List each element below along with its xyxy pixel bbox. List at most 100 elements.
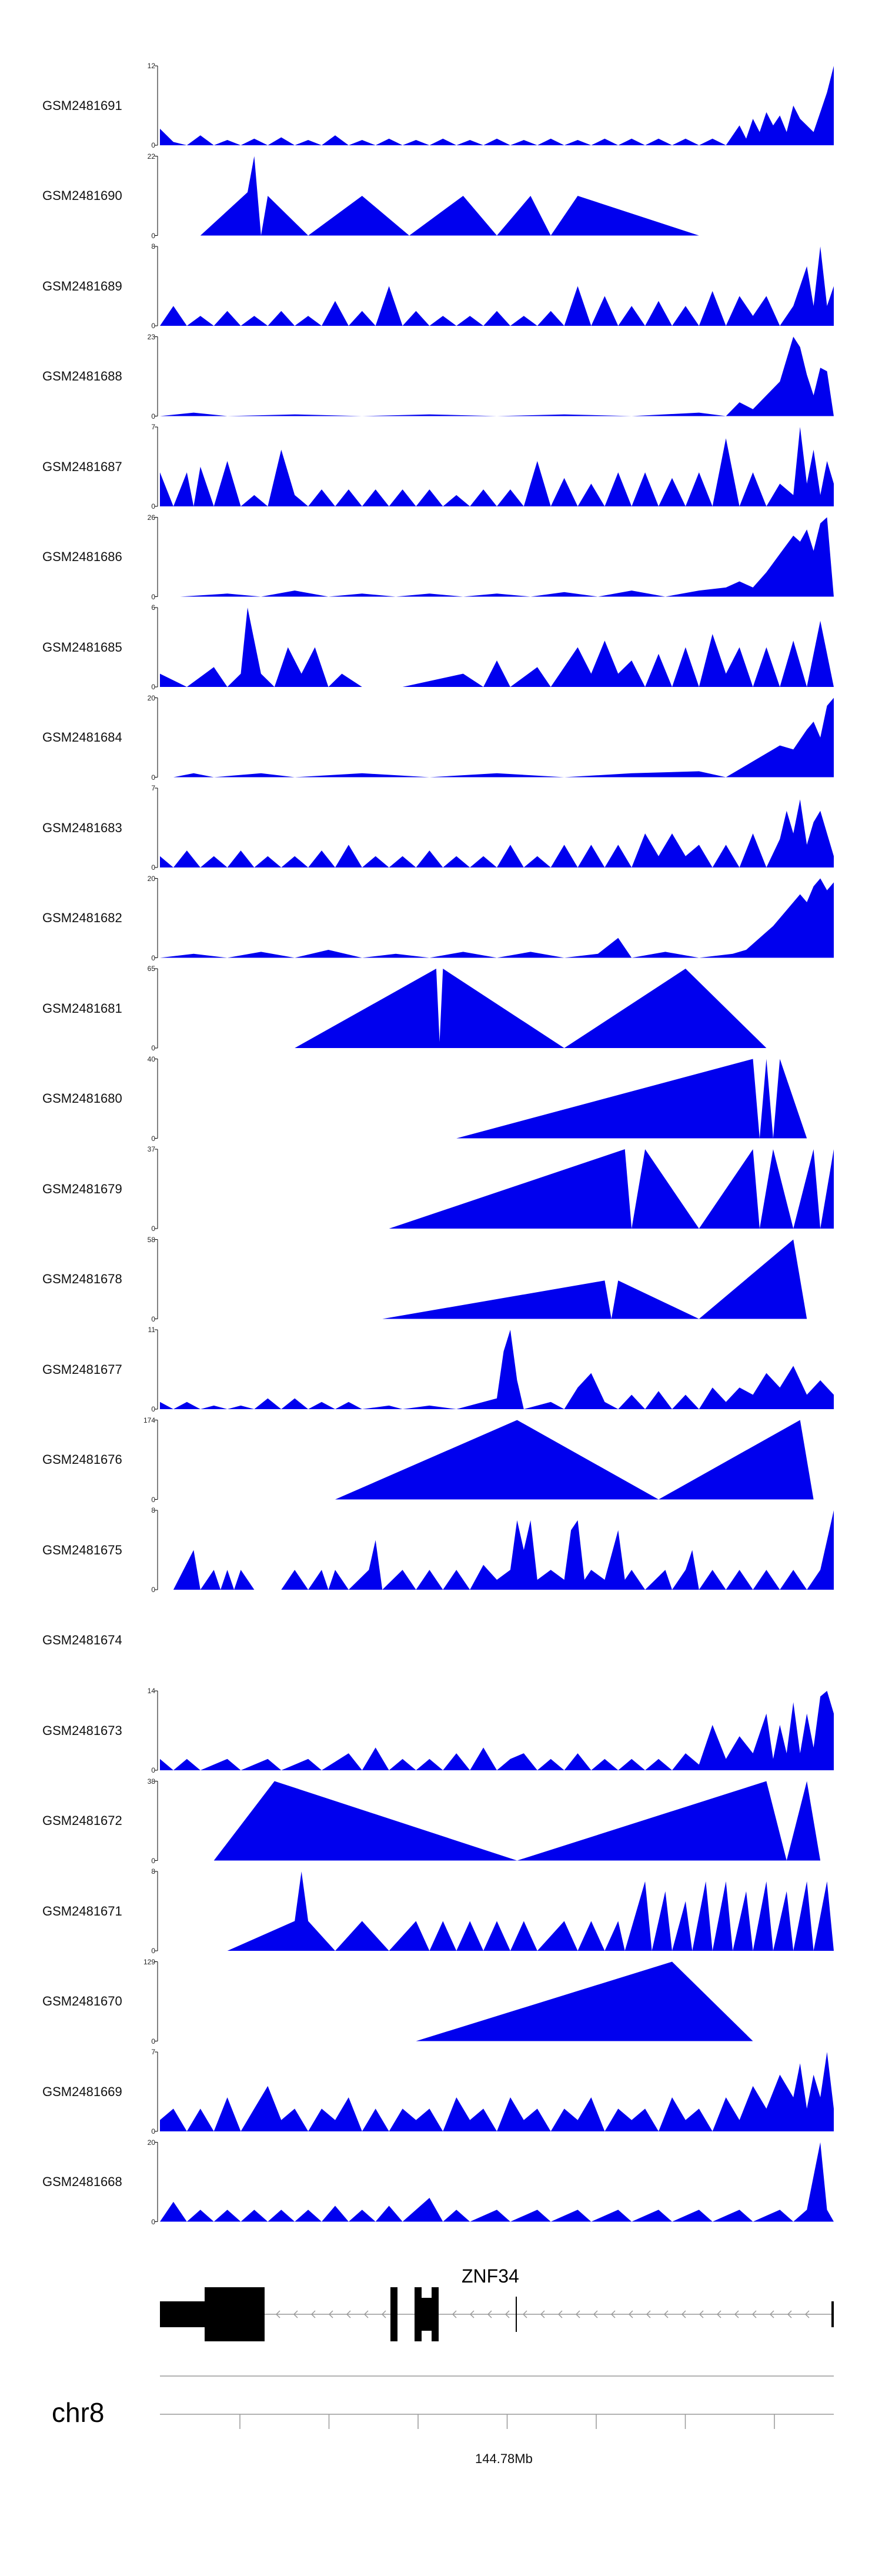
y-tick-max: 20 <box>147 874 155 883</box>
y-tick-zero: 0 <box>151 592 155 601</box>
coding-exon <box>421 2298 433 2331</box>
signal-area <box>173 698 834 778</box>
y-tick-zero: 0 <box>151 1044 155 1052</box>
y-tick-zero: 0 <box>151 2127 155 2135</box>
coding-exon <box>432 2287 439 2341</box>
track-label: GSM2481676 <box>42 1452 122 1467</box>
strand-arrow <box>575 2310 580 2318</box>
y-tick-max: 8 <box>151 242 155 251</box>
signal-area <box>160 608 834 687</box>
y-tick-zero: 0 <box>151 1947 155 1955</box>
y-tick-max: 6 <box>151 603 155 612</box>
track-label: GSM2481675 <box>42 1542 122 1557</box>
y-tick-max: 20 <box>147 693 155 702</box>
y-tick-zero: 0 <box>151 141 155 149</box>
strand-arrow <box>593 2310 598 2318</box>
track-label: GSM2481685 <box>42 639 122 655</box>
y-tick-zero: 0 <box>151 322 155 330</box>
y-tick-max: 14 <box>147 1687 155 1695</box>
signal-area <box>382 1239 807 1319</box>
signal-area <box>160 2052 834 2131</box>
strand-arrow <box>610 2310 616 2318</box>
track-label: GSM2481678 <box>42 1272 122 1286</box>
y-tick-zero: 0 <box>151 1405 155 1413</box>
y-tick-zero: 0 <box>151 2217 155 2226</box>
track-label: GSM2481690 <box>42 188 122 203</box>
y-tick-zero: 0 <box>151 683 155 691</box>
strand-arrow <box>804 2310 810 2318</box>
track-label: GSM2481687 <box>42 459 122 474</box>
strand-arrow <box>469 2310 475 2318</box>
track-label: GSM2481668 <box>42 2174 122 2189</box>
utr-exon <box>160 2301 207 2327</box>
y-tick-zero: 0 <box>151 1766 155 1774</box>
strand-arrow <box>328 2310 333 2318</box>
strand-arrow <box>628 2310 633 2318</box>
strand-arrow <box>646 2310 651 2318</box>
signal-area <box>160 1691 834 1770</box>
y-tick-max: 23 <box>147 332 155 341</box>
strand-arrow <box>381 2310 386 2318</box>
y-tick-max: 40 <box>147 1055 155 1063</box>
y-tick-zero: 0 <box>151 1314 155 1323</box>
y-tick-max: 26 <box>147 513 155 522</box>
strand-arrow <box>663 2310 669 2318</box>
y-tick-zero: 0 <box>151 2037 155 2046</box>
coding-exon <box>205 2287 265 2341</box>
signal-area <box>416 1961 753 2041</box>
y-tick-zero: 0 <box>151 1134 155 1143</box>
track-label: GSM2481689 <box>42 278 122 293</box>
gene-name-label: ZNF34 <box>462 2265 519 2287</box>
strand-arrow <box>540 2310 545 2318</box>
track-label: GSM2481680 <box>42 1091 122 1106</box>
strand-arrow <box>310 2310 316 2318</box>
y-tick-max: 7 <box>151 423 155 431</box>
signal-area <box>200 156 699 236</box>
track-label: GSM2481683 <box>42 820 122 835</box>
signal-area <box>213 1781 821 1861</box>
track-label: GSM2481679 <box>42 1181 122 1196</box>
track-label: GSM2481670 <box>42 1994 122 2008</box>
track-label: GSM2481674 <box>42 1633 122 1647</box>
track-label: GSM2481686 <box>42 549 122 564</box>
signal-area <box>160 2142 834 2222</box>
y-tick-max: 65 <box>147 965 155 973</box>
strand-arrow <box>452 2310 457 2318</box>
y-tick-max: 129 <box>143 1957 155 1966</box>
track-label: GSM2481672 <box>42 1813 122 1828</box>
signal-area <box>227 1871 834 1951</box>
track-label: GSM2481684 <box>42 730 122 745</box>
y-tick-zero: 0 <box>151 1856 155 1865</box>
track-label: GSM2481677 <box>42 1362 122 1377</box>
track-label: GSM2481671 <box>42 1903 122 1918</box>
signal-area <box>295 969 767 1048</box>
strand-arrow <box>734 2310 739 2318</box>
signal-area <box>389 1149 834 1229</box>
signal-area <box>180 517 834 597</box>
y-tick-max: 12 <box>147 62 155 70</box>
signal-area <box>456 1059 807 1139</box>
track-label: GSM2481682 <box>42 910 122 925</box>
strand-arrow <box>557 2310 563 2318</box>
signal-area <box>160 246 834 326</box>
y-tick-zero: 0 <box>151 1495 155 1504</box>
strand-arrow <box>769 2310 774 2318</box>
y-tick-max: 22 <box>147 152 155 161</box>
y-tick-zero: 0 <box>151 953 155 962</box>
strand-arrow <box>487 2310 492 2318</box>
y-tick-max: 37 <box>147 1145 155 1153</box>
y-tick-zero: 0 <box>151 863 155 872</box>
y-tick-max: 8 <box>151 1506 155 1514</box>
y-tick-max: 7 <box>151 784 155 792</box>
strand-arrow <box>293 2310 298 2318</box>
strand-arrow <box>787 2310 792 2318</box>
strand-arrow <box>363 2310 369 2318</box>
track-label: GSM2481681 <box>42 1000 122 1016</box>
y-tick-zero: 0 <box>151 773 155 782</box>
y-tick-max: 11 <box>148 1326 155 1334</box>
strand-arrow <box>751 2310 757 2318</box>
strand-arrow <box>505 2310 510 2318</box>
track-label: GSM2481691 <box>42 98 122 113</box>
strand-arrow <box>716 2310 721 2318</box>
strand-arrow <box>681 2310 686 2318</box>
